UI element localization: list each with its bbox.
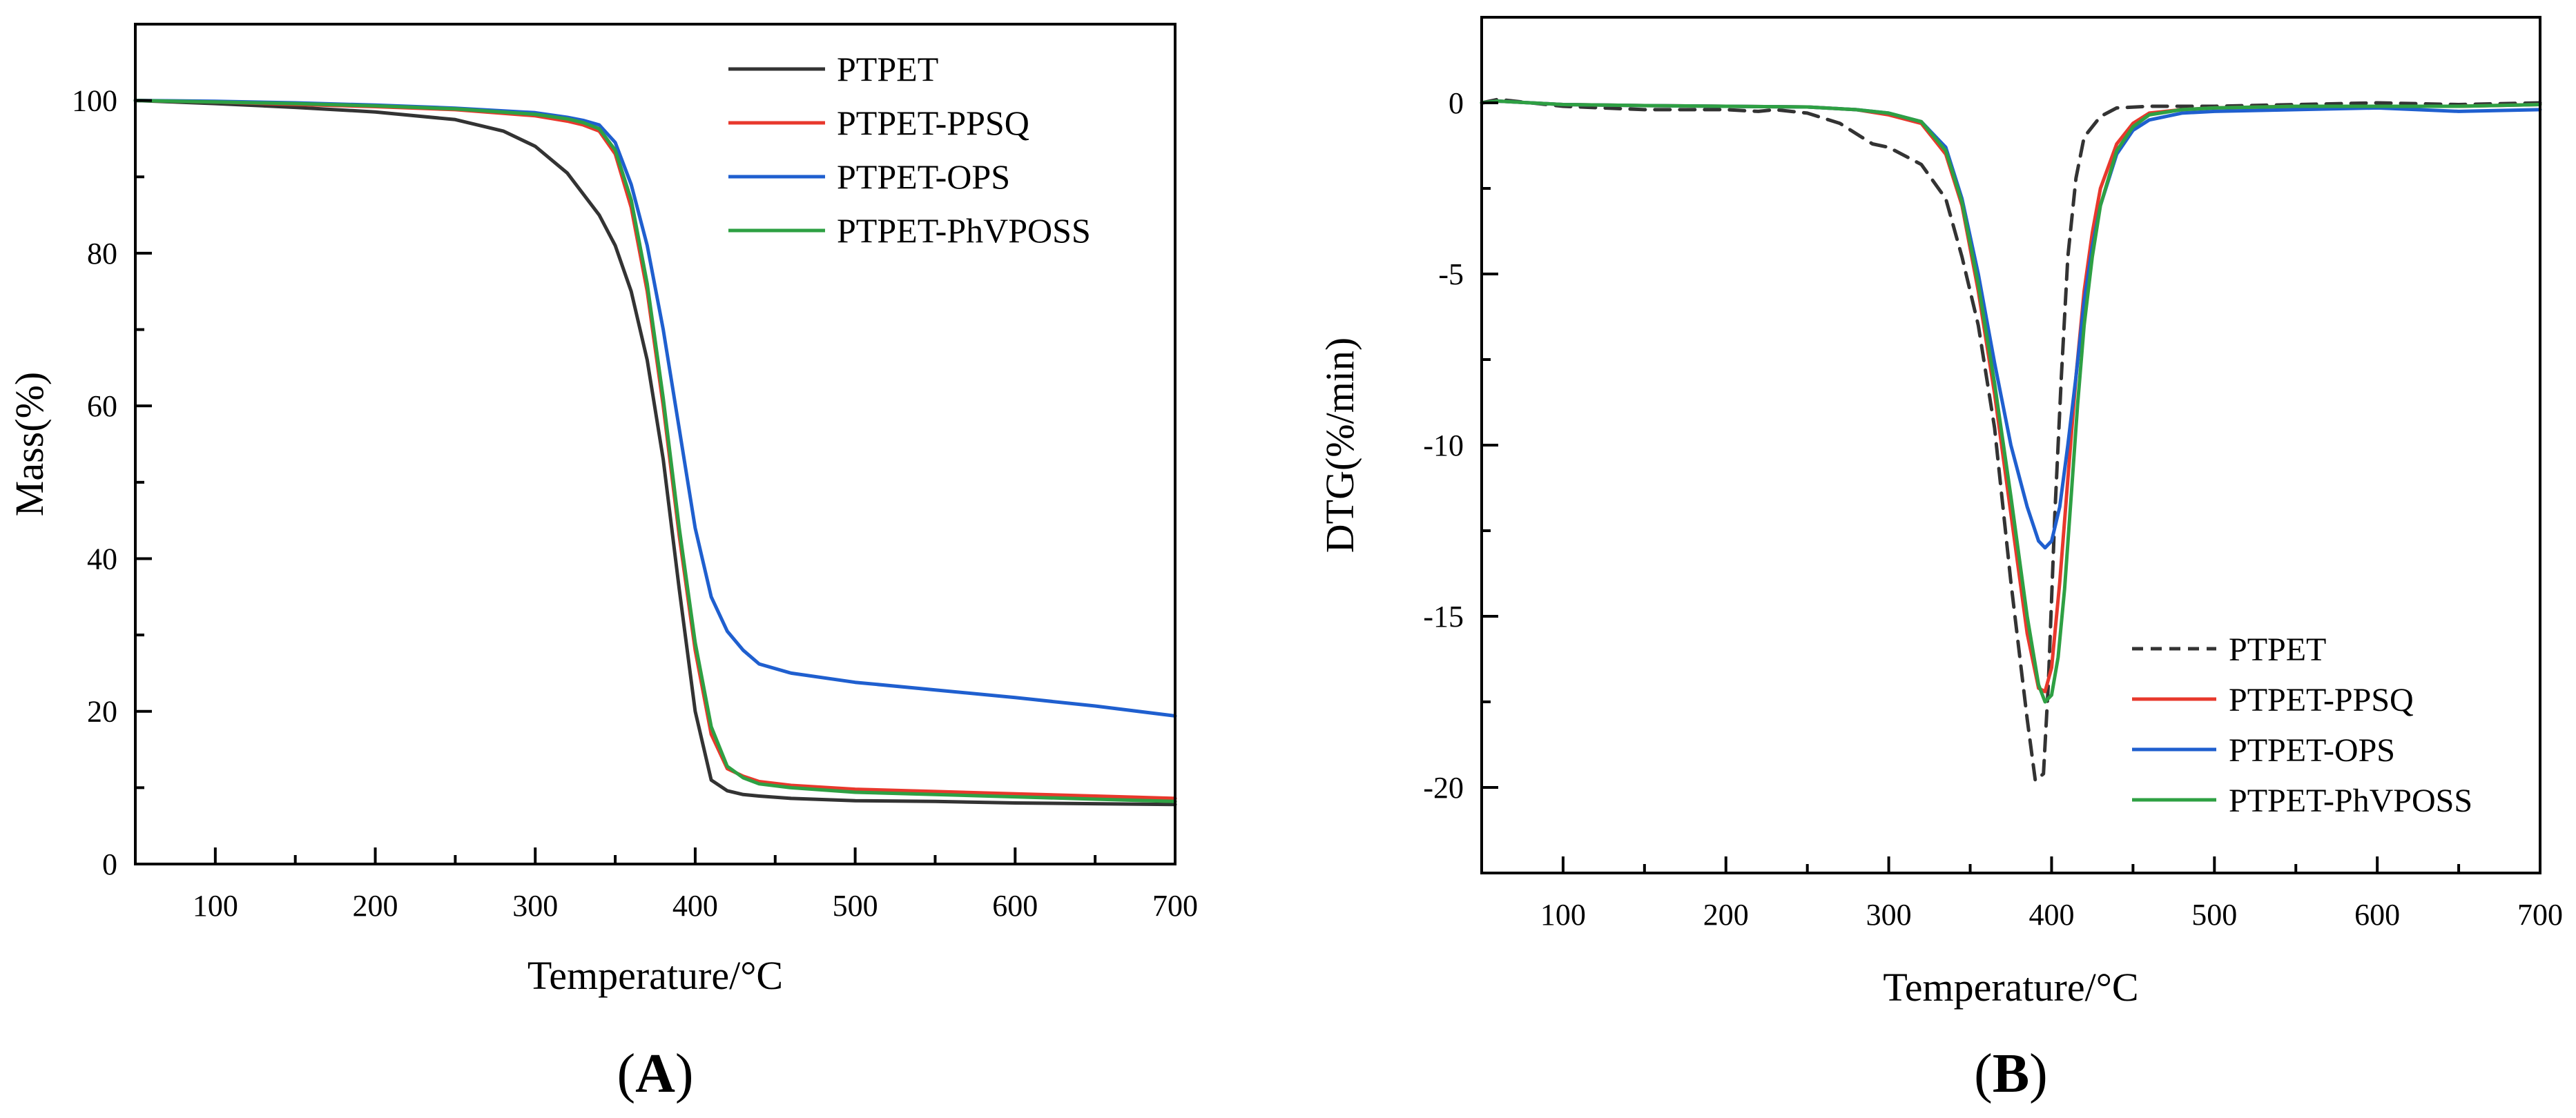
panel-b-x-tick-label-400: 400 [2028,898,2074,932]
panel-a-x-tick-label-700: 700 [1152,889,1198,923]
panel-a-y-tick-label-40: 40 [87,542,117,576]
panel-a-legend-label-0: PTPET [837,50,938,88]
panel-a-y-tick-label-100: 100 [72,84,117,118]
panel-a-series-line-0 [133,99,1177,807]
panel-b-x-tick-label-600: 600 [2354,898,2400,932]
panel-b-x-tick-label-300: 300 [1866,898,1912,932]
panel-a-y-tick-label-20: 20 [87,695,117,729]
panel-a-x-tick-label-600: 600 [992,889,1038,923]
panel-a-y-tick-label-0: 0 [102,847,117,881]
panel-a-legend-label-1: PTPET-PPSQ [837,104,1029,142]
panel-a-y-axis-title: Mass(%) [7,372,52,516]
panel-b-x-tick-label-100: 100 [1540,898,1586,932]
panel-b-legend-label-2: PTPET-OPS [2229,732,2395,769]
panel-a-plot-frame [134,23,1176,865]
panel-b-legend-label-3: PTPET-PhVPOSS [2229,783,2472,819]
panel-a-x-axis-title: Temperature/°C [527,953,783,998]
panel-b-y-tick-label--5: -5 [1438,257,1464,291]
panel-a-x-tick-label-400: 400 [672,889,718,923]
panel-a-x-tick-label-300: 300 [512,889,558,923]
panel-b-x-axis-title: Temperature/°C [1883,965,2138,1010]
panel-a-panel-label: (A) [617,1043,693,1104]
panel-b-y-tick-label-0: 0 [1449,86,1464,120]
panel-a-mass-chart: 100 200 300 400 500 600 700 0 20 40 60 80 100 Tempera… [7,23,1198,1104]
panel-a-x-tick-label-500: 500 [833,889,878,923]
panel-b-y-tick-label--10: -10 [1423,429,1464,462]
panel-a-legend-label-3: PTPET-PhVPOSS [837,211,1091,250]
panel-b-legend-label-1: PTPET-PPSQ [2229,682,2414,718]
panel-b-x-tick-label-200: 200 [1703,898,1749,932]
panel-a-x-tick-label-100: 100 [193,889,238,923]
panel-b-y-tick-label--15: -15 [1423,600,1464,634]
panel-a-legend-label-2: PTPET-OPS [837,157,1010,196]
panel-a-x-tick-label-200: 200 [353,889,398,923]
panel-b-series-line-2 [1480,99,2542,550]
panel-a-series-line-1 [133,99,1177,801]
panel-b-series-line-3 [1480,99,2542,704]
panel-b-y-tick-label--20: -20 [1423,771,1464,805]
panel-b-series-line-0 [1480,97,2542,783]
panel-a-y-tick-label-80: 80 [87,237,117,271]
panel-b-x-tick-label-500: 500 [2191,898,2237,932]
panel-a-series-line-3 [133,99,1177,803]
panel-b-dtg-chart: 100 200 300 400 500 600 700 0 -5 -10 -15 -20 Tempera… [1317,16,2563,1104]
panel-b-x-tick-label-700: 700 [2517,898,2563,932]
panel-a-y-tick-label-60: 60 [87,389,117,423]
panel-b-series-line-1 [1480,99,2542,694]
panel-b-legend-label-0: PTPET [2229,631,2326,668]
panel-b-y-axis-title: DTG(%/min) [1317,337,1362,553]
panel-b-panel-label: (B) [1974,1043,2048,1104]
